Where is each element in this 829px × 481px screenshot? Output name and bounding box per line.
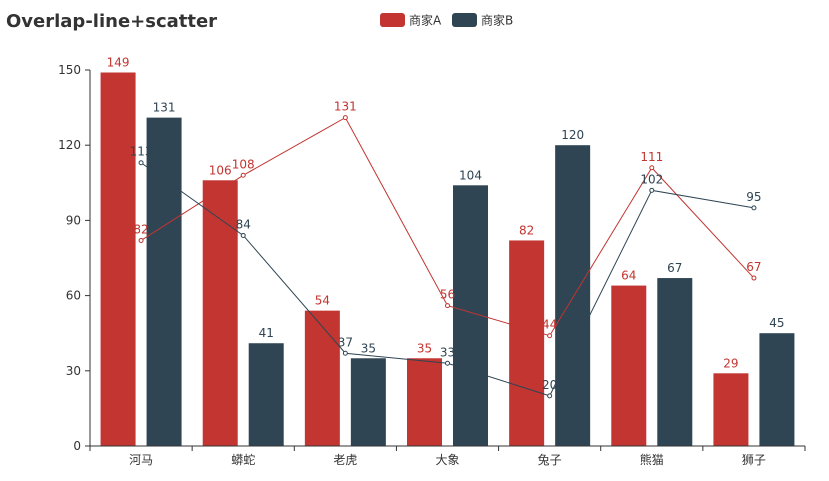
- bar-label-s2-4: 120: [561, 128, 584, 142]
- bar-label-s2-0: 131: [153, 101, 176, 115]
- y-tick-label-2: 60: [66, 289, 81, 303]
- bar-s1-0[interactable]: [100, 72, 136, 447]
- legend-label-2[interactable]: 商家B: [481, 13, 513, 28]
- bar-s1-1[interactable]: [202, 180, 238, 446]
- bar-label-s1-0: 149: [107, 56, 130, 70]
- point-label-s1-2: 131: [334, 100, 357, 114]
- point-s2-2[interactable]: [342, 350, 348, 356]
- point-label-s2-5: 102: [640, 172, 663, 186]
- point-s1-5[interactable]: [649, 165, 655, 171]
- legend: 商家A 商家B: [380, 13, 513, 28]
- bar-label-s2-6: 45: [769, 316, 784, 330]
- point-s1-0[interactable]: [138, 237, 144, 243]
- point-s2-3[interactable]: [445, 360, 450, 366]
- chart-title: Overlap-line+scatter: [6, 11, 217, 32]
- bar-label-s2-3: 104: [459, 168, 482, 182]
- y-tick-label-0: 0: [73, 439, 81, 453]
- x-tick-label-0: 河马: [129, 453, 153, 467]
- legend-swatch-1[interactable]: [380, 13, 405, 27]
- point-label-s2-1: 84: [236, 217, 251, 231]
- point-label-s2-0: 113: [130, 145, 153, 159]
- bar-layer: [100, 72, 795, 447]
- point-label-s1-5: 111: [640, 150, 663, 164]
- bar-s2-4[interactable]: [555, 145, 591, 446]
- y-tick-label-4: 120: [58, 138, 81, 152]
- point-label-s1-3: 56: [440, 288, 455, 302]
- point-s2-5[interactable]: [649, 187, 655, 193]
- point-s2-4[interactable]: [547, 393, 553, 399]
- point-label-s1-1: 108: [232, 157, 255, 171]
- point-label-s2-6: 95: [746, 190, 761, 204]
- point-s1-6[interactable]: [751, 275, 757, 281]
- x-tick-label-5: 熊猫: [640, 452, 664, 467]
- bar-label-s2-1: 41: [259, 326, 274, 340]
- bar-s1-5[interactable]: [611, 285, 647, 446]
- point-s2-1[interactable]: [240, 232, 246, 238]
- bar-s1-4[interactable]: [509, 240, 545, 446]
- legend-swatch-2[interactable]: [452, 13, 477, 27]
- bar-s1-3[interactable]: [407, 358, 442, 446]
- line-layer: [138, 115, 757, 399]
- point-label-s1-6: 67: [746, 260, 761, 274]
- label-layer: 149 106 54 35 82 64 29 131 41 35 104 120 67 45 82 108 13…: [107, 56, 785, 392]
- point-s2-0[interactable]: [138, 160, 144, 166]
- y-axis: 0 30 60 90 120 150: [58, 63, 91, 453]
- bar-label-s1-1: 106: [209, 163, 232, 177]
- point-label-s1-4: 44: [542, 318, 557, 332]
- bar-s2-6[interactable]: [759, 333, 795, 446]
- x-tick-label-4: 兔子: [538, 452, 562, 467]
- y-tick-label-1: 30: [66, 364, 81, 378]
- x-tick-label-3: 大象: [435, 453, 459, 467]
- point-s2-6[interactable]: [751, 205, 757, 211]
- bar-label-s1-4: 82: [519, 223, 534, 237]
- point-label-s2-3: 33: [440, 345, 455, 359]
- bar-label-s2-2: 35: [361, 341, 376, 355]
- y-tick-label-5: 150: [58, 63, 81, 77]
- bar-s1-6[interactable]: [713, 373, 749, 446]
- x-tick-label-2: 老虎: [333, 453, 357, 467]
- point-label-s1-0: 82: [133, 222, 148, 236]
- bar-s2-5[interactable]: [657, 278, 693, 446]
- legend-label-1[interactable]: 商家A: [409, 13, 442, 28]
- x-tick-label-6: 狮子: [742, 453, 766, 467]
- point-s1-3[interactable]: [445, 303, 450, 309]
- x-tick-label-1: 蟒蛇: [231, 452, 255, 467]
- bar-s2-0[interactable]: [146, 117, 182, 447]
- y-tick-label-3: 90: [66, 213, 81, 227]
- point-label-s2-2: 37: [338, 335, 353, 349]
- point-label-s2-4: 20: [542, 378, 557, 392]
- bar-label-s1-5: 64: [621, 269, 636, 283]
- bar-s1-2[interactable]: [304, 310, 340, 446]
- point-s1-2[interactable]: [342, 115, 348, 121]
- bar-label-s1-3: 35: [417, 341, 432, 355]
- bar-s2-1[interactable]: [248, 343, 284, 446]
- bar-label-s1-6: 29: [723, 356, 738, 370]
- point-s1-1[interactable]: [240, 172, 246, 178]
- bar-s2-2[interactable]: [350, 358, 386, 446]
- point-s1-4[interactable]: [547, 333, 553, 339]
- bar-label-s1-2: 54: [315, 294, 330, 308]
- x-axis: 河马 蟒蛇 老虎 大象 兔子 熊猫 狮子: [89, 445, 806, 467]
- bar-label-s2-5: 67: [667, 261, 682, 275]
